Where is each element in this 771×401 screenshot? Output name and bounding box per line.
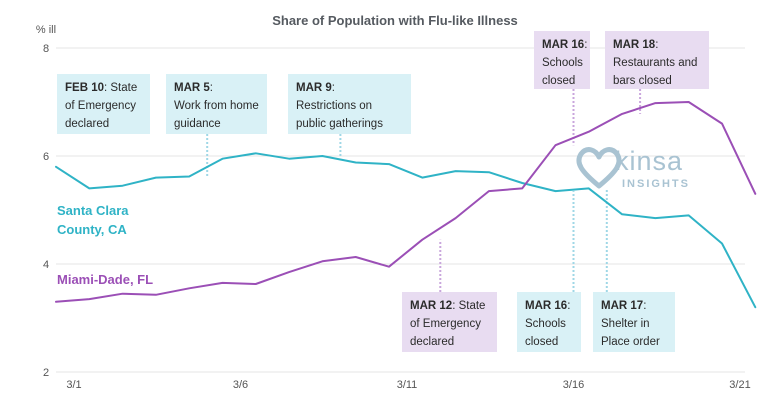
annotation-box xyxy=(593,292,675,352)
annotation-text: MAR 16: Schools closed xyxy=(542,39,587,87)
y-tick-label: 8 xyxy=(43,43,49,55)
x-tick-label: 3/6 xyxy=(233,379,248,391)
chart-title: Share of Population with Flu-like Illnes… xyxy=(272,13,518,28)
y-tick-label: 6 xyxy=(43,151,49,163)
logo-wordmark: kinsa xyxy=(615,146,683,176)
x-tick-label: 3/11 xyxy=(397,379,418,391)
x-tick-label: 3/1 xyxy=(66,379,81,391)
annotation-box xyxy=(57,74,150,134)
annotation-box xyxy=(166,74,267,134)
series-label-0: Santa Clara County, CA xyxy=(57,203,129,237)
annotation-box xyxy=(534,31,590,89)
annotation-text: FEB 10: State of Emergency declared xyxy=(65,82,137,130)
y-axis-label: % ill xyxy=(36,24,56,36)
heart-logo-icon xyxy=(576,147,622,189)
x-tick-label: 3/21 xyxy=(729,379,750,391)
series-line-0 xyxy=(55,152,757,309)
annotation-leaders xyxy=(206,89,642,292)
series-label-1: Miami-Dade, FL xyxy=(57,272,153,287)
x-ticks: 3/1 3/6 3/11 3/16 3/21 xyxy=(66,379,750,391)
kinsa-logo: kinsa INSIGHTS xyxy=(576,146,690,190)
y-tick-label: 4 xyxy=(43,259,49,271)
x-tick-label: 3/16 xyxy=(563,379,584,391)
annotations: FEB 10: State of Emergency declared MAR 5: W… xyxy=(57,31,709,352)
y-tick-label: 2 xyxy=(43,367,49,379)
logo-subtitle: INSIGHTS xyxy=(622,178,690,190)
annotation-text: MAR 18: Restaurants and bars closed xyxy=(613,39,697,87)
annotation-text: MAR 12: State of Emergency declared xyxy=(410,300,485,348)
annotation-box xyxy=(402,292,497,352)
series-labels: Santa Clara County, CA Miami-Dade, FL xyxy=(57,203,153,287)
annotation-box xyxy=(605,31,709,89)
series-line-1 xyxy=(55,101,757,303)
series-lines xyxy=(55,101,757,309)
annotation-text: MAR 17: Shelter in Place order xyxy=(601,300,660,348)
annotation-box xyxy=(288,74,411,134)
annotation-text: MAR 16: Schools closed xyxy=(525,300,570,348)
annotation-text: MAR 9: Restrictions on public gatherings xyxy=(296,82,383,130)
annotation-text: MAR 5: Work from home guidance xyxy=(174,82,259,130)
annotation-box xyxy=(517,292,581,352)
y-ticks: 2 4 6 8 xyxy=(43,43,49,379)
